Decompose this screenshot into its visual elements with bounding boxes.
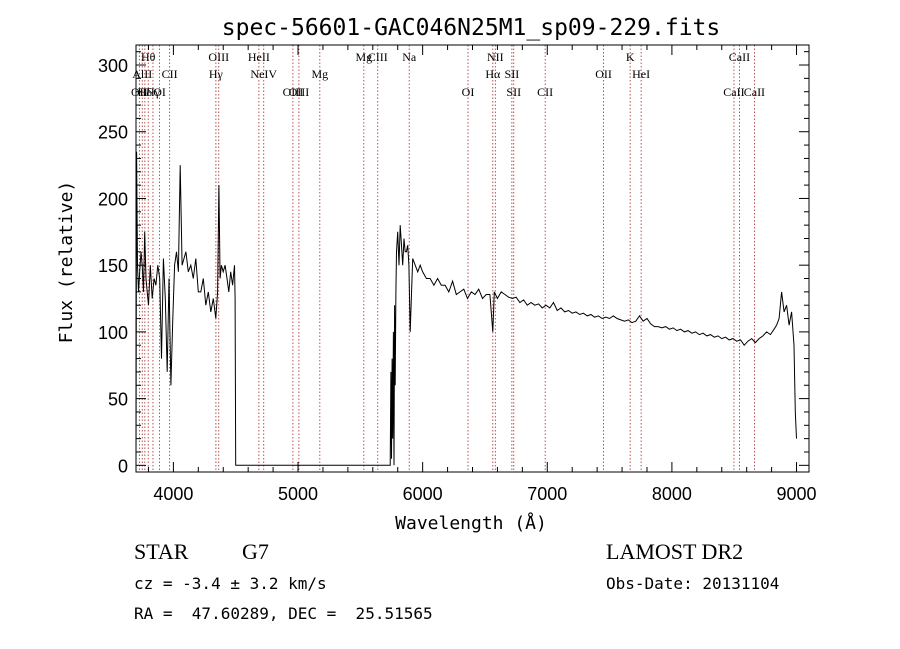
y-tick-label: 150 — [98, 256, 128, 276]
spectral-line-label: CaII — [729, 50, 750, 64]
x-axis-label: Wavelength (Å) — [395, 512, 547, 534]
survey-name: LAMOST DR2 — [606, 539, 744, 564]
x-tick-label: 6000 — [403, 484, 443, 504]
y-axis-ticks: 0 50 100 150 200 250 300 — [98, 51, 809, 476]
spectral-line-label: OII — [595, 67, 612, 81]
y-tick-label: 0 — [118, 456, 128, 476]
x-tick-label: 5000 — [278, 484, 318, 504]
observation-date: Obs-Date: 20131104 — [606, 574, 780, 593]
x-tick-label: 8000 — [652, 484, 692, 504]
x-axis-ticks: 4000 5000 6000 7000 8000 9000 — [147, 45, 817, 504]
coordinates-text: RA = 47.60289, DEC = 25.51565 — [134, 604, 433, 623]
object-subclass: G7 — [242, 539, 269, 564]
spectral-line-label: SII — [505, 67, 520, 81]
y-tick-label: 100 — [98, 323, 128, 343]
y-tick-label: 250 — [98, 123, 128, 143]
spectral-line-label: HeI — [632, 67, 650, 81]
y-tick-label: 50 — [108, 390, 128, 410]
spectral-line-label: NII — [487, 50, 504, 64]
spectrum-line — [135, 151, 797, 466]
spectral-line-label: Hγ — [146, 85, 161, 99]
spectral-line-label: Na — [402, 50, 417, 64]
spectral-line-label: CaII — [723, 85, 744, 99]
spectral-line-label: AlII — [132, 67, 152, 81]
spectral-line-label: OIII — [208, 50, 229, 64]
spectral-line-label: OI — [153, 85, 166, 99]
object-class: STAR — [134, 539, 189, 564]
spectral-line-label: SII — [506, 85, 521, 99]
spectral-line-label: Hα — [485, 67, 501, 81]
spectral-line-label: CIII — [368, 50, 388, 64]
spectral-line-label: CII — [162, 67, 178, 81]
x-tick-label: 9000 — [777, 484, 817, 504]
spectral-line-label: Mg — [355, 50, 372, 64]
x-tick-label: 4000 — [153, 484, 193, 504]
y-tick-label: 200 — [98, 189, 128, 209]
spectral-line-labels: HθAlIIOIIHδHγOICIIOIIIHγHeIINeIVOIIIOIII… — [131, 50, 765, 99]
spectral-line-label: K — [626, 50, 635, 64]
spectral-line-label: Mg — [311, 67, 328, 81]
spectral-line-label: HeII — [248, 50, 270, 64]
x-tick-label: 7000 — [527, 484, 567, 504]
chart-title: spec-56601-GAC046N25M1_sp09-229.fits — [222, 15, 721, 41]
spectral-line-label: OI — [462, 85, 475, 99]
spectral-line-markers — [138, 45, 755, 472]
spectral-line-label: Hδ — [138, 85, 153, 99]
spectral-line-label: OIII — [289, 85, 310, 99]
spectral-line-label: CaII — [744, 85, 765, 99]
spectral-line-label: Hθ — [141, 50, 156, 64]
spectral-line-label: Hγ — [209, 67, 224, 81]
plot-frame — [135, 44, 810, 473]
spectral-line-label: OIII — [283, 85, 304, 99]
redshift-text: cz = -3.4 ± 3.2 km/s — [134, 574, 327, 593]
spectral-line-label: NeIV — [250, 67, 277, 81]
y-tick-label: 300 — [98, 56, 128, 76]
y-axis-label: Flux (relative) — [56, 181, 77, 344]
spectral-line-label: CII — [537, 85, 553, 99]
